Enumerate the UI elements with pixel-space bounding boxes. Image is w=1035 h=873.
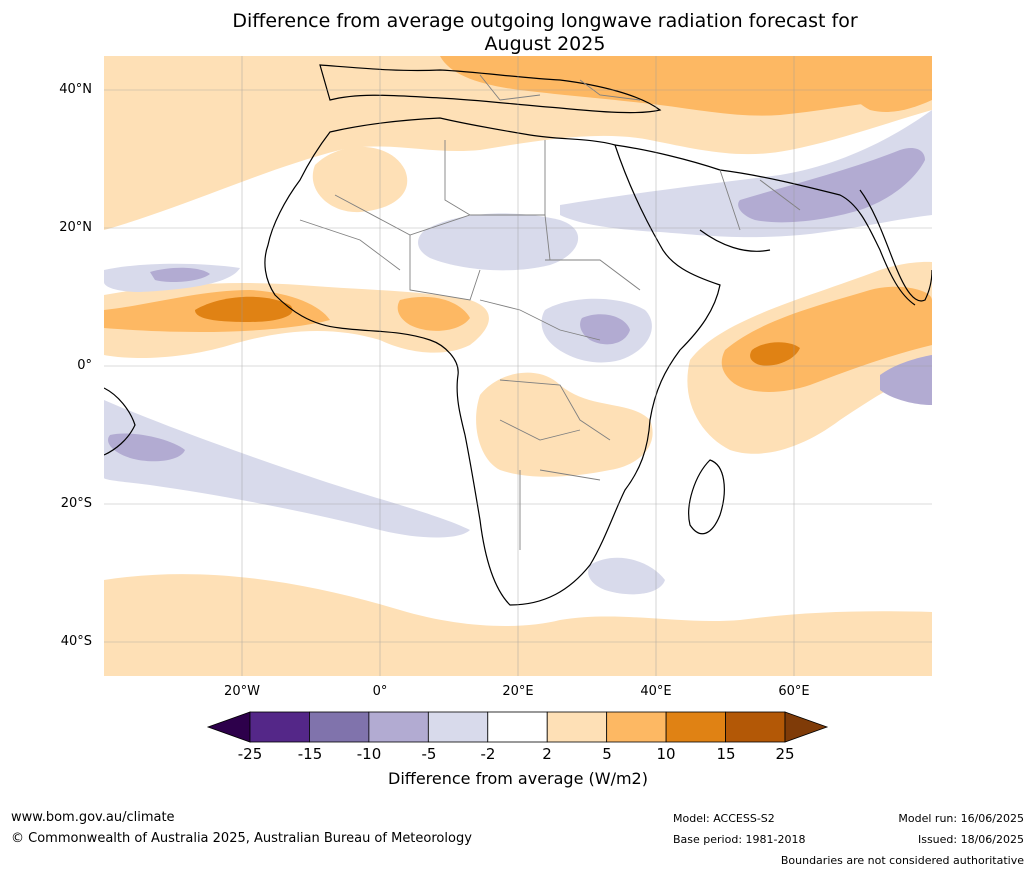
anomaly-area-southern-africa-positive [476, 372, 653, 477]
lat-label-20n: 20°N [59, 220, 92, 235]
colorbar-segment [487, 711, 548, 743]
title-line-1: Difference from average outgoing longwav… [232, 10, 858, 32]
anomaly-area-east-africa-neg-med [580, 314, 630, 345]
footer-website: www.bom.gov.au/climate [11, 810, 175, 825]
title-line-2: August 2025 [484, 33, 606, 55]
arabia-coastline [614, 144, 916, 306]
colorbar-tick: 5 [602, 745, 612, 763]
lon-label-60e: 60°E [778, 684, 810, 699]
colorbar-segment [249, 711, 310, 743]
colorbar-tick: -5 [421, 745, 437, 763]
anomaly-area-south-atlantic-neg-med [108, 433, 185, 462]
colorbar-segment [368, 711, 429, 743]
coastlines [104, 64, 932, 606]
lon-label-20e: 20°E [502, 684, 534, 699]
anomaly-area-iran-positive [840, 60, 932, 112]
anomaly-area-sahara-positive [312, 146, 408, 213]
footer-disclaimer: Boundaries are not considered authoritat… [780, 854, 1024, 867]
colorbar-tick: 25 [775, 745, 795, 763]
colorbar-label: Difference from average (W/m2) [388, 769, 648, 788]
colorbar-segment [309, 711, 370, 743]
colorbar-segment [427, 711, 489, 743]
colorbar-tick: -10 [356, 745, 382, 763]
colorbar [206, 711, 829, 743]
lat-label-20s: 20°S [60, 496, 92, 511]
anomaly-area-gulf-med [397, 296, 470, 331]
india-coastline [859, 189, 932, 302]
footer-model: Model: ACCESS-S2 [673, 812, 775, 825]
colorbar-tick: 10 [656, 745, 676, 763]
europe-coastline [319, 64, 662, 114]
footer-issued: Issued: 18/06/2025 [917, 833, 1024, 846]
lon-label-20w: 20°W [224, 684, 260, 699]
madagascar-coastline [688, 459, 725, 535]
footer-copyright: © Commonwealth of Australia 2025, Austra… [11, 831, 472, 846]
colorbar-tick: -2 [480, 745, 496, 763]
anomaly-area-indian-med [721, 286, 932, 392]
colorbar-tick: 15 [716, 745, 736, 763]
anomaly-area-indian-strong [750, 342, 800, 366]
lat-label-40s: 40°S [60, 634, 92, 649]
anomaly-area-atlantic-strong [195, 296, 293, 322]
gridlines [104, 56, 932, 676]
colorbar-segment [725, 711, 786, 743]
colorbar-segment [665, 711, 726, 743]
lon-label-0: 0° [372, 684, 388, 699]
lat-label-0: 0° [77, 358, 92, 373]
footer-model-run: Model run: 16/06/2025 [898, 812, 1024, 825]
lon-label-40e: 40°E [640, 684, 672, 699]
africa-coastline [264, 117, 721, 606]
colorbar-segment [606, 711, 667, 743]
colorbar-tick: 2 [542, 745, 552, 763]
anomaly-area-south-positive [104, 574, 932, 676]
colorbar-arrow-high [784, 711, 829, 743]
anomaly-area-arabia-neg-med [738, 148, 925, 223]
south-america-coastline [104, 387, 136, 456]
anomaly-area-north-med [440, 56, 932, 116]
colorbar-segment [546, 711, 608, 743]
anomaly-area-indian-east-negative [880, 355, 932, 405]
anomaly-area-south-atlantic-negative [104, 400, 470, 538]
colorbar-tick: -15 [297, 745, 323, 763]
chart-title: Difference from average outgoing longwav… [180, 10, 910, 56]
anomaly-area-indian-south-negative [588, 557, 665, 595]
country-borders [299, 74, 801, 550]
anomaly-area-sahel-negative [418, 213, 579, 271]
colorbar-tick: -25 [237, 745, 263, 763]
footer-base-period: Base period: 1981-2018 [673, 833, 806, 846]
lat-label-40n: 40°N [59, 82, 92, 97]
colorbar-arrow-low [206, 711, 251, 743]
anomaly-area-tropical-atlantic-neg-med [150, 267, 210, 282]
